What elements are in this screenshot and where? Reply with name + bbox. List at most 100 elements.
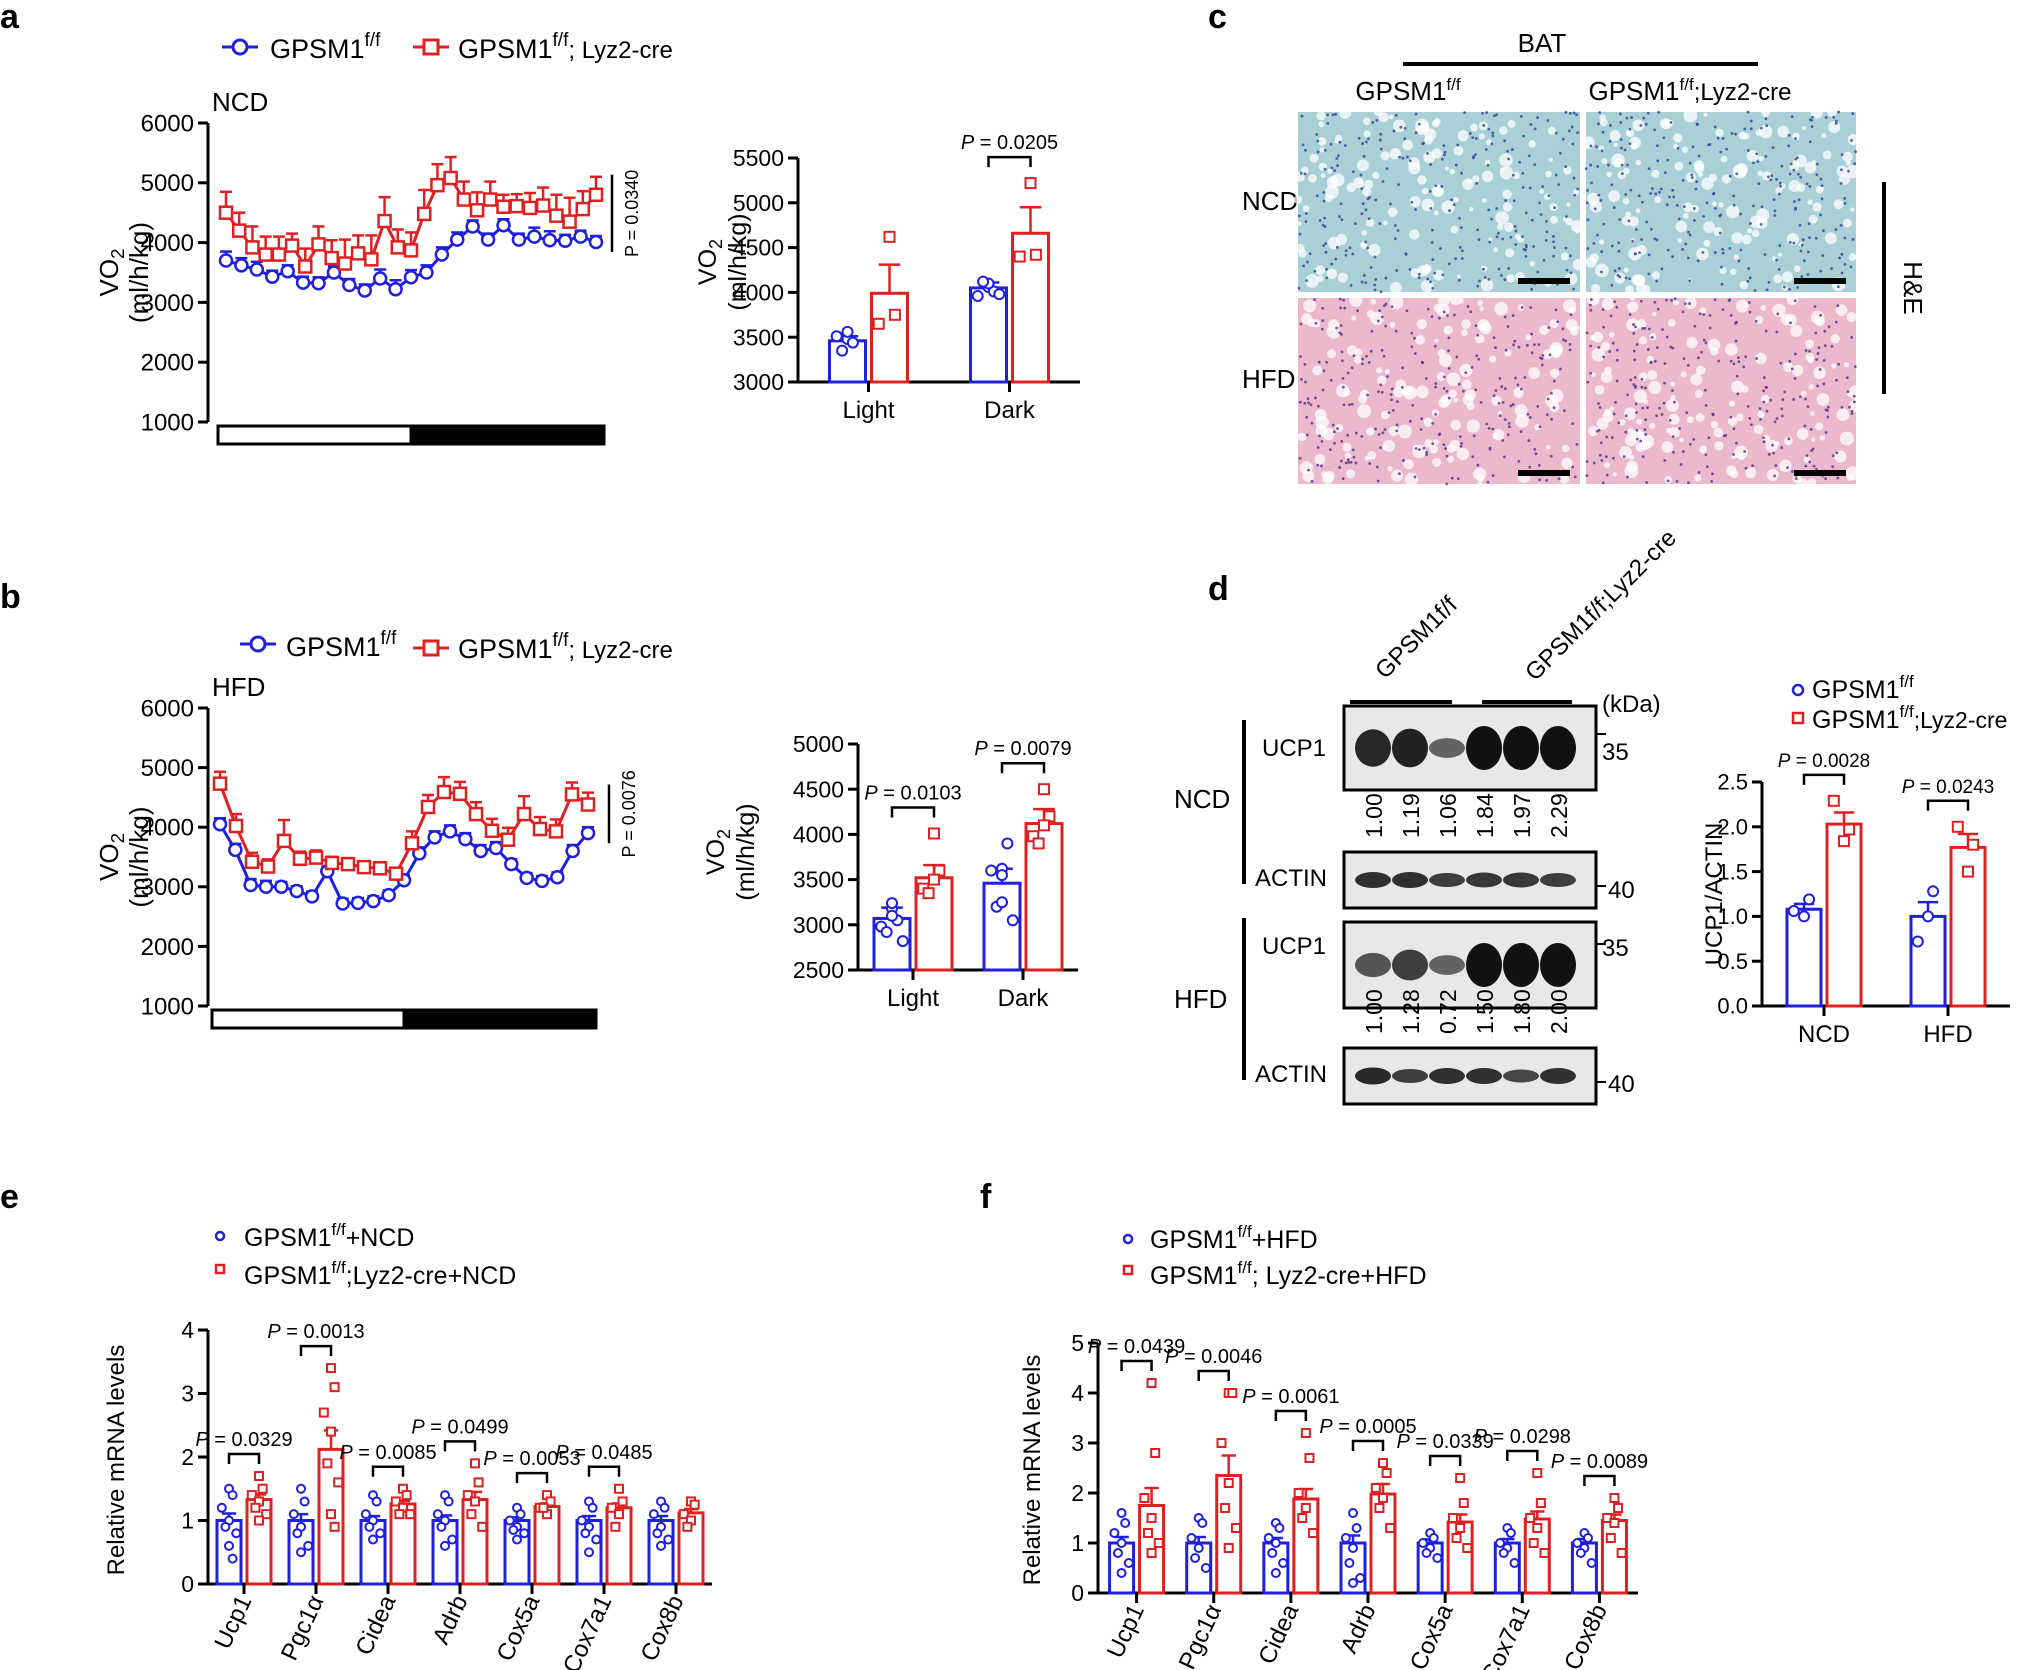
- he-nucleus: [1352, 455, 1356, 459]
- y-tick-label: 1.5: [1717, 859, 1748, 884]
- data-point: [289, 883, 304, 899]
- he-vacuole: [1739, 280, 1749, 290]
- he-nucleus: [1798, 224, 1802, 227]
- he-nucleus: [1701, 251, 1705, 254]
- he-vacuole: [1775, 187, 1782, 194]
- he-nucleus: [1794, 207, 1797, 211]
- he-nucleus: [1325, 360, 1329, 364]
- data-point: [276, 833, 292, 849]
- he-vacuole: [1830, 334, 1840, 344]
- x-tick-label: Cidea: [1253, 1600, 1304, 1669]
- he-nucleus: [1729, 314, 1733, 317]
- he-vacuole: [1478, 133, 1486, 140]
- x-tick-label: NCD: [1798, 1021, 1850, 1048]
- he-nucleus: [1443, 150, 1447, 154]
- he-vacuole: [1685, 172, 1696, 183]
- he-nucleus: [1454, 257, 1457, 261]
- he-nucleus: [1840, 252, 1844, 256]
- he-nucleus: [1349, 460, 1353, 464]
- comparison-pvalue: P = 0.0298: [1474, 1426, 1571, 1448]
- hfd-ratio: 1.80: [1509, 989, 1535, 1034]
- he-nucleus: [1538, 478, 1542, 482]
- he-vacuole: [1719, 266, 1727, 274]
- he-vacuole: [1308, 174, 1317, 183]
- he-nucleus: [1547, 194, 1551, 198]
- y-tick-label: 2000: [141, 350, 194, 377]
- legend-d-cre: GPSM1f/f;Lyz2-cre: [1812, 702, 2007, 734]
- he-vacuole: [1506, 274, 1515, 283]
- he-vacuole: [1761, 108, 1770, 117]
- he-nucleus: [1378, 309, 1382, 312]
- he-vacuole: [1668, 413, 1680, 425]
- he-vacuole: [1574, 227, 1581, 234]
- he-nucleus: [1458, 245, 1462, 249]
- he-nucleus: [1762, 389, 1766, 393]
- he-nucleus: [1402, 458, 1405, 462]
- data-point: [522, 200, 538, 216]
- he-nucleus: [1536, 270, 1540, 274]
- data-point: [394, 1509, 405, 1520]
- data-point: [1220, 1503, 1231, 1513]
- he-vacuole: [1713, 427, 1724, 438]
- y-tick-label: 2500: [793, 957, 844, 983]
- he-vacuole: [1388, 425, 1399, 437]
- he-nucleus: [1810, 449, 1813, 453]
- he-nucleus: [1627, 219, 1631, 223]
- he-nucleus: [1434, 412, 1438, 416]
- he-nucleus: [1420, 360, 1424, 364]
- he-nucleus: [1548, 353, 1552, 357]
- he-nucleus: [1788, 287, 1792, 291]
- he-nucleus: [1521, 235, 1524, 239]
- he-nucleus: [1410, 331, 1414, 335]
- he-nucleus: [1769, 398, 1773, 402]
- blot-band: [1466, 872, 1502, 888]
- he-vacuole: [1727, 416, 1738, 426]
- he-vacuole: [1651, 169, 1660, 178]
- he-vacuole: [1363, 130, 1371, 138]
- he-nucleus: [1393, 237, 1397, 241]
- he-vacuole: [1625, 285, 1634, 295]
- he-nucleus: [1851, 237, 1855, 241]
- data-point: [388, 866, 404, 881]
- he-nucleus: [1486, 163, 1490, 167]
- he-nucleus: [1614, 400, 1617, 404]
- he-nucleus: [1477, 357, 1481, 361]
- y-tick-label: 4500: [733, 235, 784, 261]
- he-vacuole: [1680, 371, 1687, 378]
- he-vacuole: [1835, 304, 1848, 316]
- he-vacuole: [1441, 200, 1455, 214]
- y-axis-label: VO2: [94, 249, 128, 297]
- he-vacuole: [1360, 241, 1368, 249]
- he-nucleus: [1460, 442, 1463, 445]
- data-point: [1263, 1533, 1274, 1543]
- he-nucleus: [1411, 403, 1415, 407]
- he-nucleus: [1788, 359, 1792, 363]
- y-tick-label: 2: [181, 1444, 194, 1470]
- he-nucleus: [1330, 166, 1334, 170]
- he-nucleus: [1746, 405, 1750, 408]
- he-nucleus: [1762, 440, 1766, 444]
- data-point: [1038, 819, 1050, 832]
- data-point: [504, 1515, 515, 1526]
- he-vacuole: [1609, 130, 1621, 142]
- he-nucleus: [1568, 129, 1571, 133]
- y-axis-label: UCP1/ACTIN: [1701, 823, 1728, 966]
- he-nucleus: [1367, 361, 1371, 364]
- he-vacuole: [1695, 365, 1706, 376]
- he-nucleus: [1377, 390, 1380, 393]
- he-nucleus: [1374, 198, 1378, 202]
- he-vacuole: [1670, 381, 1676, 387]
- he-nucleus: [1792, 241, 1796, 245]
- he-nucleus: [1722, 434, 1726, 438]
- he-nucleus: [1806, 273, 1810, 276]
- comparison-bracket: [1583, 1474, 1616, 1486]
- data-point: [1006, 914, 1019, 927]
- data-point: [462, 1490, 473, 1501]
- he-nucleus: [1470, 366, 1474, 369]
- he-nucleus: [1683, 302, 1687, 306]
- blot-hfd-actin: [1342, 1046, 1598, 1106]
- he-vacuole: [1635, 159, 1642, 166]
- he-nucleus: [1619, 121, 1623, 124]
- he-nucleus: [1747, 301, 1751, 304]
- he-vacuole: [1601, 341, 1611, 351]
